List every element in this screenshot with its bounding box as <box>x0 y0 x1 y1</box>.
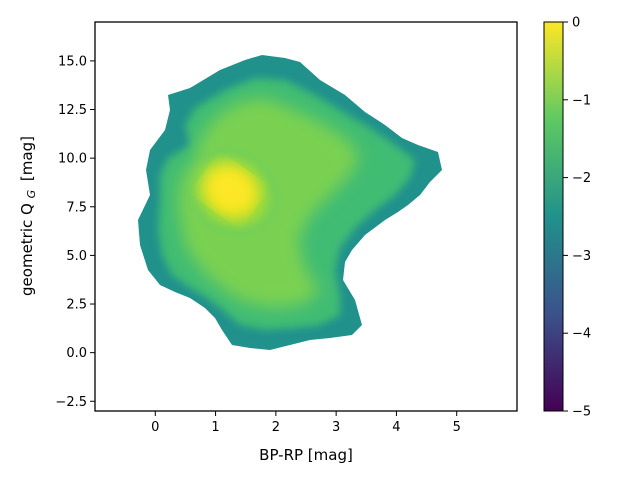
colorbar-ticks: 0 −1 −2 −3 −4 −5 <box>563 16 591 420</box>
y-tick-label: 0.0 <box>66 346 87 361</box>
y-axis-label-sub: G <box>25 190 38 199</box>
y-tick-label: 7.5 <box>66 200 87 215</box>
y-axis-label: geometric Q G [mag] <box>18 136 39 296</box>
x-tick-label: 0 <box>151 420 159 435</box>
density-heatmap <box>138 55 442 350</box>
colorbar-tick-label: −5 <box>572 405 591 420</box>
x-tick-label: 1 <box>211 420 219 435</box>
x-axis-label: BP-RP [mag] <box>259 446 353 464</box>
colorbar-tick-label: −2 <box>572 171 591 186</box>
y-tick-label: 15.0 <box>58 54 87 69</box>
plot-frame <box>94 21 518 412</box>
y-tick-label: −2.5 <box>55 395 87 410</box>
colorbar-tick-label: −4 <box>572 327 591 342</box>
x-axis-ticks: 0 1 2 3 4 5 <box>151 411 461 435</box>
colorbar-tick-label: 0 <box>572 16 580 31</box>
x-tick-label: 2 <box>272 420 280 435</box>
y-tick-label: 5.0 <box>66 249 87 264</box>
y-tick-label: 10.0 <box>58 152 87 167</box>
x-tick-label: 4 <box>392 420 400 435</box>
y-axis-label-main: geometric Q <box>18 203 36 296</box>
y-tick-label: 12.5 <box>58 103 87 118</box>
x-tick-label: 3 <box>332 420 340 435</box>
x-tick-label: 5 <box>453 420 461 435</box>
colorbar <box>543 21 564 412</box>
density-peak <box>205 166 255 214</box>
y-axis-label-unit: [mag] <box>18 136 36 181</box>
colorbar-tick-label: −3 <box>572 249 591 264</box>
y-tick-label: 2.5 <box>66 298 87 313</box>
y-axis-ticks: −2.5 0.0 2.5 5.0 7.5 10.0 12.5 15.0 <box>55 54 95 410</box>
colorbar-tick-label: −1 <box>572 93 591 108</box>
